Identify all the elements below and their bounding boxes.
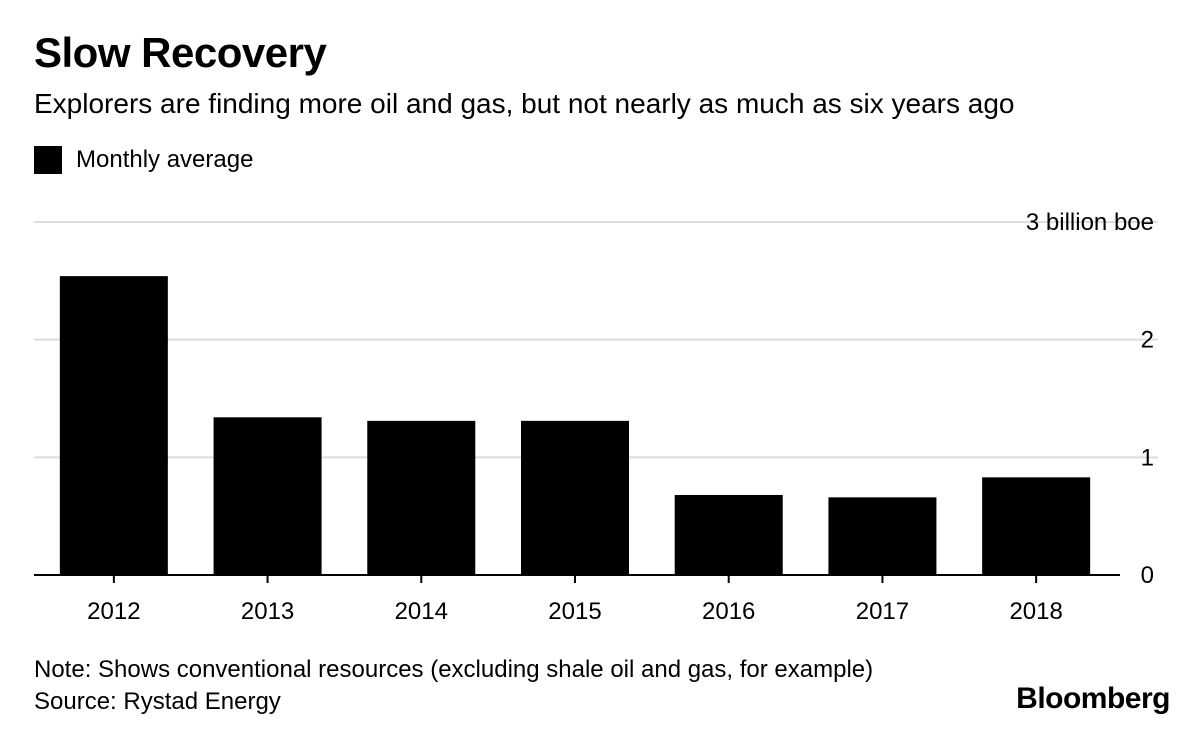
- bars: [59, 276, 1091, 575]
- x-tick-label: 2013: [241, 598, 294, 625]
- bar-2017: [828, 497, 937, 575]
- x-tick-label: 2012: [87, 598, 140, 625]
- legend-label: Monthly average: [76, 146, 254, 173]
- bar-2012: [59, 276, 168, 575]
- chart-title: Slow Recovery: [34, 29, 327, 76]
- bar-2018: [982, 477, 1091, 575]
- x-tick-label: 2014: [395, 598, 448, 625]
- x-tick-label: 2016: [702, 598, 755, 625]
- footnote: Note: Shows conventional resources (excl…: [34, 656, 874, 683]
- chart-subtitle: Explorers are finding more oil and gas, …: [34, 88, 1015, 119]
- y-tick-label: 1: [1141, 444, 1154, 471]
- bar-2014: [367, 420, 476, 575]
- y-tick-label: 2: [1141, 327, 1154, 354]
- x-tick-label: 2018: [1009, 598, 1062, 625]
- source-line: Source: Rystad Energy: [34, 688, 281, 715]
- legend: Monthly average: [34, 146, 253, 174]
- bar-2016: [674, 494, 783, 575]
- bar-2013: [213, 417, 322, 575]
- legend-swatch: [34, 146, 62, 174]
- brand-logo: Bloomberg: [1016, 682, 1170, 715]
- y-tick-label: 3 billion boe: [1026, 209, 1154, 236]
- x-tick-label: 2017: [856, 598, 909, 625]
- y-tick-label: 0: [1141, 562, 1154, 589]
- x-tick-label: 2015: [548, 598, 601, 625]
- bar-2015: [521, 420, 629, 575]
- axes: 0 1 2 3 billion boe 2012 2013 2014 2015 2016 2017…: [34, 209, 1154, 625]
